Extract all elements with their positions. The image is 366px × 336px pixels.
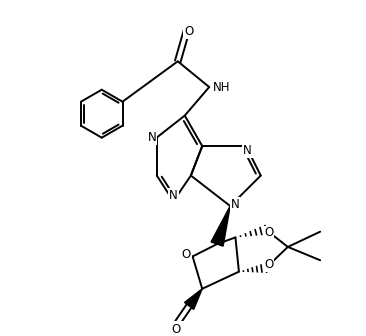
Text: O: O bbox=[184, 26, 194, 38]
Text: NH: NH bbox=[213, 81, 231, 93]
Text: O: O bbox=[171, 323, 181, 336]
Text: O: O bbox=[182, 248, 191, 261]
Text: O: O bbox=[264, 226, 273, 240]
Text: O: O bbox=[264, 258, 273, 271]
Text: N: N bbox=[231, 198, 239, 211]
Text: N: N bbox=[243, 144, 252, 157]
Polygon shape bbox=[211, 206, 230, 246]
Text: N: N bbox=[169, 189, 178, 202]
Text: N: N bbox=[147, 131, 156, 144]
Polygon shape bbox=[184, 289, 202, 309]
